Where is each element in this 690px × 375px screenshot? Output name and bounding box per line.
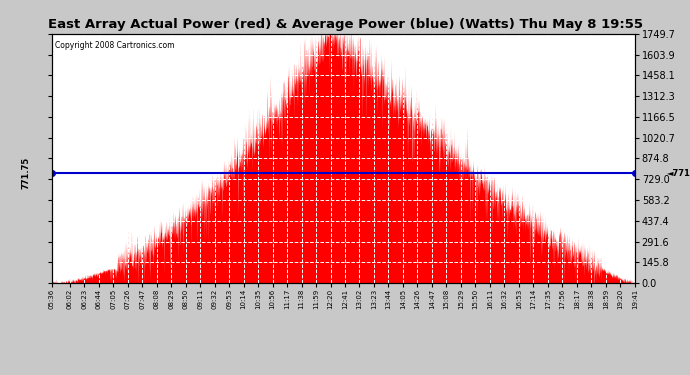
Text: ◄771.75: ◄771.75 bbox=[667, 169, 690, 178]
Text: Copyright 2008 Cartronics.com: Copyright 2008 Cartronics.com bbox=[55, 41, 174, 50]
Text: East Array Actual Power (red) & Average Power (blue) (Watts) Thu May 8 19:55: East Array Actual Power (red) & Average … bbox=[48, 18, 642, 31]
Text: 771.75: 771.75 bbox=[21, 157, 30, 189]
